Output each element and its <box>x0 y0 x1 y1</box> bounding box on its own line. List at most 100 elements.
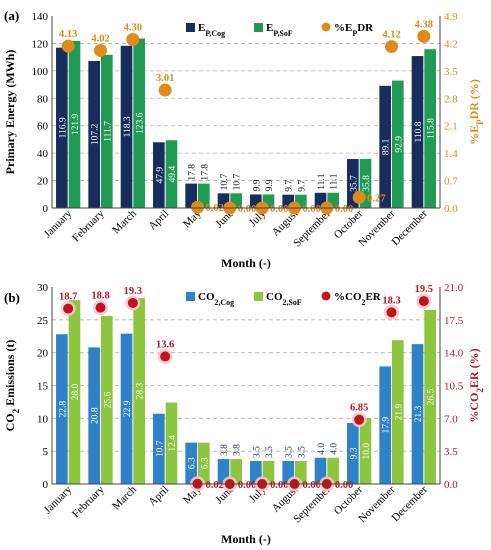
ratio-value-label: 4.38 <box>415 19 433 30</box>
bar-ep-sof <box>295 194 307 208</box>
bar-value-label: 20.8 <box>91 407 101 424</box>
y2-tick-label: 0.0 <box>444 203 458 215</box>
bar-value-label: 17.8 <box>200 164 210 181</box>
bar-co2-sof <box>198 442 210 484</box>
ratio-marker <box>160 351 171 362</box>
y-tick-label: 140 <box>32 11 49 23</box>
bar-value-label: 89.1 <box>382 138 392 155</box>
y-tick-label: 0 <box>43 479 49 491</box>
ratio-value-label: 18.7 <box>59 292 77 303</box>
bar-co2-cog <box>411 344 424 484</box>
ratio-value-label: 0.00 <box>270 480 288 491</box>
legend-item-sof-label: CO2,SoF <box>266 291 302 307</box>
x-tick-label: April <box>146 484 171 509</box>
bar-value-label: 107.2 <box>91 124 101 146</box>
bar-ep-sof <box>198 183 210 208</box>
bar-co2-sof <box>392 340 404 484</box>
y-tick-label: 60 <box>37 121 49 133</box>
ratio-value-label: 0.27 <box>367 193 385 204</box>
ratio-marker <box>61 39 75 53</box>
bar-ep-cog <box>217 193 230 208</box>
legend-item-ratio-label: %EPDR <box>334 22 374 38</box>
bar-co2-cog <box>282 461 294 484</box>
ratio-value-label: 4.30 <box>124 23 142 34</box>
bar-value-label: 3.5 <box>252 446 262 458</box>
y-tick-label: 40 <box>37 148 49 160</box>
y-tick-label: 80 <box>37 93 49 105</box>
bar-value-label: 9.9 <box>265 179 275 191</box>
bar-co2-cog <box>56 334 68 484</box>
bar-ep-cog <box>411 56 424 208</box>
bar-co2-cog <box>314 457 327 484</box>
bar-value-label: 35.8 <box>362 175 372 192</box>
legend-item-ratio-label: %CO2ER <box>334 291 382 307</box>
bar-value-label: 28.0 <box>71 384 81 401</box>
bar-value-label: 10.0 <box>362 443 372 460</box>
bar-value-label: 3.5 <box>297 446 307 458</box>
y2-tick-label: 1.4 <box>444 148 458 160</box>
bar-value-label: 3.5 <box>285 446 295 458</box>
bar-co2-cog <box>217 459 230 484</box>
y-tick-label: 25 <box>37 315 49 327</box>
bar-value-label: 35.7 <box>349 175 359 192</box>
x-tick-label: December <box>390 207 431 248</box>
bar-co2-sof <box>359 418 372 484</box>
bar-ep-cog <box>185 183 197 208</box>
bar-value-label: 12.4 <box>168 435 178 452</box>
bar-co2-sof <box>295 461 307 484</box>
bar-value-label: 28.3 <box>136 383 146 400</box>
y-axis-title: CO2 Emissions (t) <box>3 340 21 432</box>
bar-ep-cog <box>88 60 100 209</box>
ratio-marker <box>95 302 106 313</box>
ratio-value-label: 0.02 <box>206 203 224 214</box>
y2-tick-label: 17.5 <box>444 315 464 327</box>
y-tick-label: 20 <box>37 348 49 360</box>
bar-value-label: 123.6 <box>136 112 146 134</box>
legend-item-cog-swatch <box>186 23 195 32</box>
bar-value-label: 4.0 <box>317 443 327 455</box>
legend-item-ratio-marker <box>321 22 331 32</box>
y2-tick-label: 3.5 <box>444 66 458 78</box>
ratio-marker <box>386 307 397 318</box>
y-axis-title: Primary Energy (MWh) <box>3 50 17 175</box>
bar-ep-sof <box>392 80 404 208</box>
ratio-value-label: 0.00 <box>335 480 353 491</box>
y2-tick-label: 3.5 <box>444 446 458 458</box>
bar-co2-sof <box>230 459 242 484</box>
bar-value-label: 9.7 <box>285 180 295 192</box>
y2-tick-label: 4.2 <box>444 38 458 50</box>
ratio-value-label: 0.00 <box>238 204 256 215</box>
x-tick-label: February <box>70 207 107 244</box>
bar-co2-cog <box>88 347 100 484</box>
ratio-value-label: 4.12 <box>382 30 400 41</box>
ratio-value-label: 6.85 <box>350 403 368 414</box>
bar-ep-sof <box>230 193 242 208</box>
bar-ep-cog <box>120 45 133 209</box>
legend-item-ratio-marker <box>321 291 331 301</box>
y2-tick-label: 2.1 <box>444 121 458 133</box>
bar-co2-sof <box>101 315 113 484</box>
ratio-value-label: 4.13 <box>59 29 77 40</box>
ratio-value-label: 18.3 <box>382 295 400 306</box>
bar-value-label: 25.6 <box>103 391 113 408</box>
x-tick-label: March <box>110 483 139 512</box>
bar-co2-cog <box>185 442 197 484</box>
ratio-marker <box>191 200 204 214</box>
ratio-value-label: 0.00 <box>238 480 256 491</box>
y-tick-label: 0 <box>43 203 49 215</box>
ratio-marker <box>385 40 398 54</box>
ratio-value-label: 19.5 <box>415 284 433 295</box>
ratio-marker <box>127 297 138 308</box>
bar-value-label: 6.3 <box>188 457 198 469</box>
panel-label: (b) <box>4 290 20 305</box>
y-tick-label: 5 <box>43 446 49 458</box>
panel-a-energy-chart: (a) 0 20 40 60 80 100 120 140 0.0 0.7 1.4 2.1 2.8 3.5 4… <box>3 8 485 270</box>
bar-ep-sof <box>327 192 339 208</box>
bar-value-label: 111.7 <box>103 121 113 142</box>
bar-value-label: 3.5 <box>265 446 275 458</box>
bar-value-label: 22.9 <box>123 400 133 417</box>
bar-ep-cog <box>250 194 262 208</box>
ratio-marker <box>352 190 366 204</box>
bar-value-label: 3.8 <box>233 444 243 456</box>
ratio-marker <box>354 414 365 425</box>
